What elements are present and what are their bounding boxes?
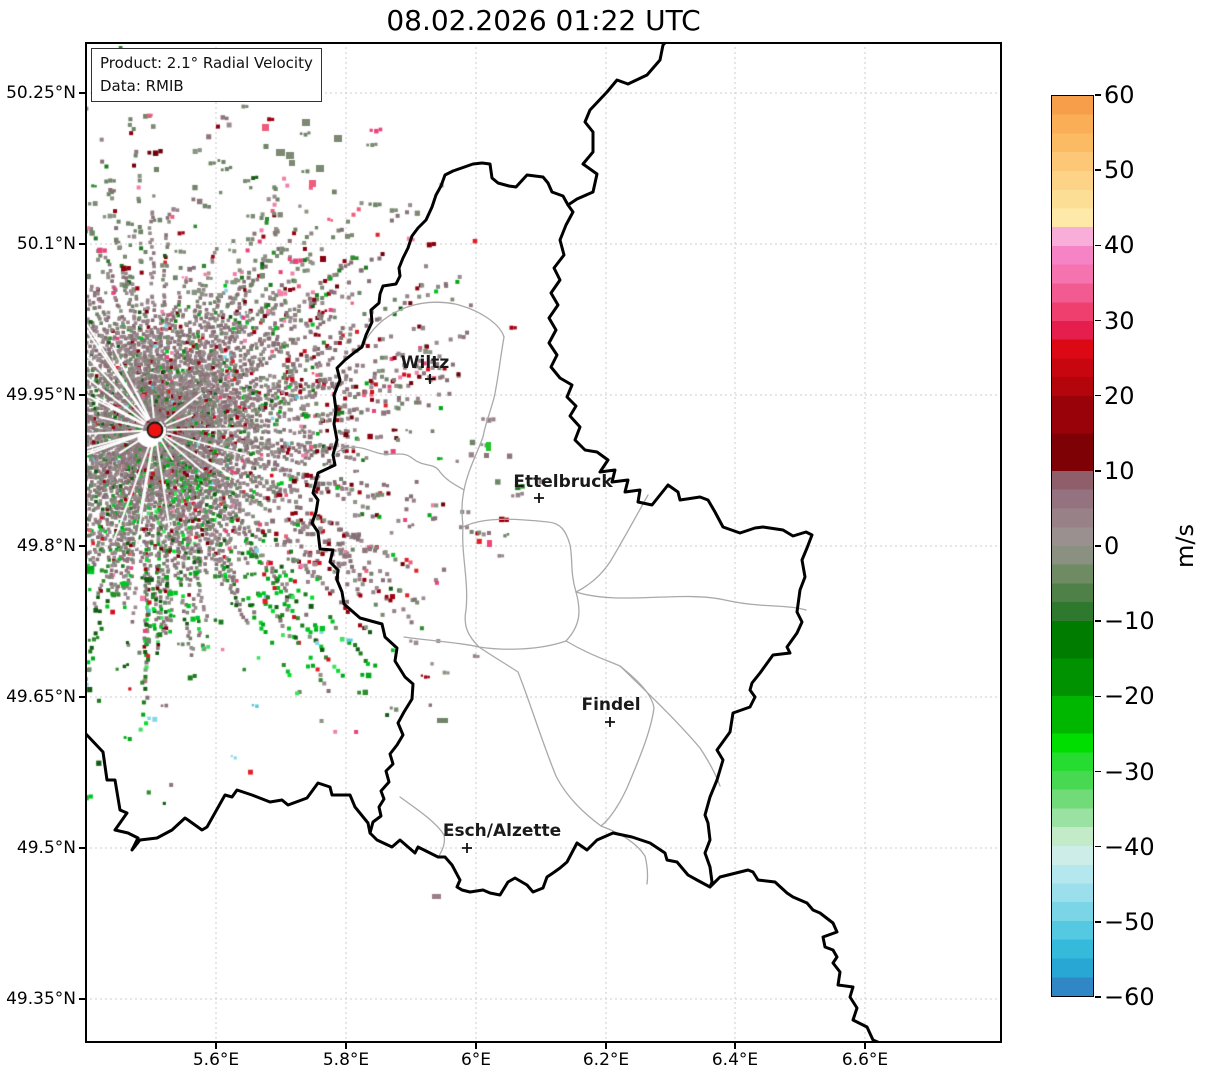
x-tick-label: 6°E (460, 1050, 492, 1070)
colorbar-tick-mark (1095, 845, 1101, 848)
colorbar-tick-label: 10 (1104, 456, 1135, 485)
colorbar-tick-mark (1095, 695, 1101, 698)
y-tick-label: 49.35°N (6, 989, 76, 1009)
colorbar-tick-label: −20 (1104, 682, 1155, 711)
y-tick-label: 50.25°N (6, 83, 76, 103)
north-border-continuation (566, 42, 668, 207)
city-marker-icon (425, 374, 435, 384)
colorbar-tick-label: −60 (1104, 983, 1155, 1011)
y-tick-mark (79, 998, 85, 1000)
colorbar-tick-label: 40 (1104, 231, 1135, 260)
y-tick-mark (79, 545, 85, 547)
southwest-border (85, 731, 372, 852)
y-tick-mark (79, 696, 85, 698)
map-plot-area: Wiltz Ettelbruck Findel Esch/Alzette Produc… (85, 42, 1002, 1043)
colorbar-tick-label: 60 (1104, 81, 1135, 109)
colorbar-tick-mark (1095, 770, 1101, 773)
city-label: Ettelbruck (513, 472, 613, 492)
x-tick-mark (864, 1043, 866, 1049)
x-tick-label: 6.2°E (582, 1050, 630, 1070)
colorbar-tick-mark (1095, 319, 1101, 322)
x-tick-mark (605, 1043, 607, 1049)
city-wiltz: Wiltz (401, 353, 450, 384)
luxembourg-border (310, 161, 814, 897)
city-findel: Findel (581, 695, 641, 727)
canton-borders (336, 301, 807, 885)
x-tick-label: 6.4°E (711, 1050, 759, 1070)
colorbar-tick-label: −30 (1104, 757, 1155, 786)
colorbar-tick-mark (1095, 470, 1101, 472)
map-borders-layer: Wiltz Ettelbruck Findel Esch/Alzette (85, 42, 882, 1043)
southeast-border (708, 868, 882, 1043)
y-tick-mark (79, 243, 85, 245)
colorbar-tick-label: 50 (1104, 156, 1135, 185)
radar-echo-canvas (85, 42, 1002, 1043)
x-tick-mark (475, 1043, 477, 1049)
y-tick-mark (79, 847, 85, 849)
colorbar-tick-mark (1095, 921, 1101, 923)
product-info-box: Product: 2.1° Radial Velocity Data: RMIB (91, 48, 322, 102)
city-label: Wiltz (401, 353, 450, 373)
x-tick-mark (215, 1043, 217, 1049)
city-ettelbruck: Ettelbruck (513, 472, 613, 503)
y-tick-label: 49.95°N (6, 385, 76, 405)
x-tick-mark (734, 1043, 736, 1049)
city-layer: Wiltz Ettelbruck Findel Esch/Alzette (401, 353, 641, 853)
x-tick-label: 5.8°E (322, 1050, 370, 1070)
y-tick-mark (79, 92, 85, 94)
colorbar-tick-label: 20 (1104, 381, 1135, 410)
colorbar-tick-label: −50 (1104, 907, 1155, 936)
city-marker-icon (534, 493, 544, 503)
city-esch-alzette: Esch/Alzette (443, 821, 561, 853)
colorbar-tick-label: −40 (1104, 832, 1155, 861)
colorbar-tick-mark (1095, 169, 1101, 171)
figure-title: 08.02.2026 01:22 UTC (386, 4, 701, 37)
x-tick-mark (345, 1043, 347, 1049)
colorbar-tick-label: 0 (1104, 532, 1120, 560)
y-tick-mark (79, 394, 85, 396)
colorbar-tick-mark (1095, 620, 1101, 622)
colorbar-gradient (1052, 96, 1093, 996)
city-marker-icon (605, 717, 615, 727)
colorbar-tick-label: 30 (1104, 306, 1135, 335)
city-marker-icon (462, 843, 472, 853)
colorbar-tick-mark (1095, 94, 1101, 96)
colorbar-tick-mark (1095, 244, 1101, 247)
colorbar-tick-mark (1095, 394, 1101, 397)
data-source-line: Data: RMIB (100, 76, 184, 95)
x-tick-label: 5.6°E (192, 1050, 240, 1070)
product-line: Product: 2.1° Radial Velocity (100, 54, 313, 72)
plot-frame (85, 42, 1002, 1043)
country-borders (85, 42, 882, 1043)
city-label: Esch/Alzette (443, 821, 561, 841)
y-tick-label: 49.8°N (16, 536, 76, 556)
y-tick-label: 50.1°N (16, 234, 76, 254)
colorbar-unit-label: m/s (1171, 524, 1199, 568)
y-tick-label: 49.65°N (6, 687, 76, 707)
x-tick-label: 6.6°E (841, 1050, 889, 1070)
city-label: Findel (581, 695, 640, 715)
colorbar-tick-mark (1095, 545, 1101, 547)
colorbar-tick-label: −10 (1104, 607, 1155, 636)
y-tick-label: 49.5°N (16, 838, 76, 858)
colorbar-tick-mark (1095, 996, 1101, 998)
colorbar (1051, 95, 1094, 997)
